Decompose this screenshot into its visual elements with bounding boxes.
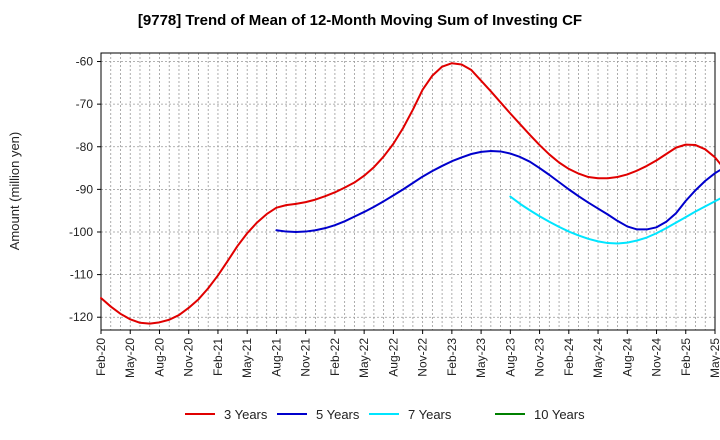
x-tick-label: Feb-23 (445, 338, 459, 376)
x-tick-label: Nov-22 (416, 338, 430, 377)
x-tick-label: May-25 (708, 338, 720, 378)
y-tick-label: -80 (76, 140, 94, 154)
y-tick-label: -110 (70, 268, 93, 282)
x-tick-label: Nov-23 (533, 338, 547, 377)
x-tick-label: May-23 (474, 338, 488, 378)
x-tick-label: Aug-20 (152, 338, 166, 377)
x-tick-label: May-22 (357, 338, 371, 378)
plot-area (100, 52, 716, 331)
legend-label-7-years: 7 Years (408, 407, 452, 422)
x-tick-label: Aug-24 (620, 338, 634, 377)
legend: 3 Years 5 Years 7 Years 10 Years (185, 407, 585, 422)
x-tick-label: Nov-21 (299, 338, 313, 377)
y-axis: -60 -70 -80 -90 -100 -110 -120 (69, 55, 101, 324)
series-line-3-years (100, 62, 720, 325)
y-tick-label: -100 (69, 225, 93, 239)
x-tick-label: Feb-25 (679, 338, 693, 376)
x-tick-label: Feb-20 (94, 338, 108, 376)
x-tick-label: May-20 (123, 338, 137, 378)
series-line-7-years (509, 195, 720, 245)
chart-title: [9778] Trend of Mean of 12-Month Moving … (137, 12, 583, 29)
x-tick-label: Feb-24 (562, 338, 576, 376)
grid-lines (101, 53, 715, 330)
legend-label-10-years: 10 Years (534, 407, 585, 422)
x-tick-label: Aug-22 (386, 338, 400, 377)
y-tick-label: -60 (76, 55, 94, 69)
x-axis: Feb-20 May-20 Aug-20 Nov-20 Feb-21 May-21 Aug-… (94, 330, 720, 378)
series-lines (100, 62, 720, 325)
y-axis-title: Amount (million yen) (7, 132, 22, 251)
x-tick-label: Nov-20 (182, 338, 196, 377)
series-line-5-years (275, 150, 720, 233)
x-tick-label: Aug-23 (503, 338, 517, 377)
legend-label-5-years: 5 Years (316, 407, 360, 422)
y-tick-label: -70 (76, 97, 94, 111)
x-tick-label: Feb-21 (211, 338, 225, 376)
y-tick-label: -120 (69, 310, 93, 324)
x-tick-label: May-24 (591, 338, 605, 378)
x-tick-label: Feb-22 (328, 338, 342, 376)
legend-label-3-years: 3 Years (224, 407, 268, 422)
x-tick-label: Aug-21 (269, 338, 283, 377)
x-tick-label: May-21 (240, 338, 254, 378)
x-tick-label: Nov-24 (650, 338, 664, 377)
y-tick-label: -90 (76, 182, 94, 196)
